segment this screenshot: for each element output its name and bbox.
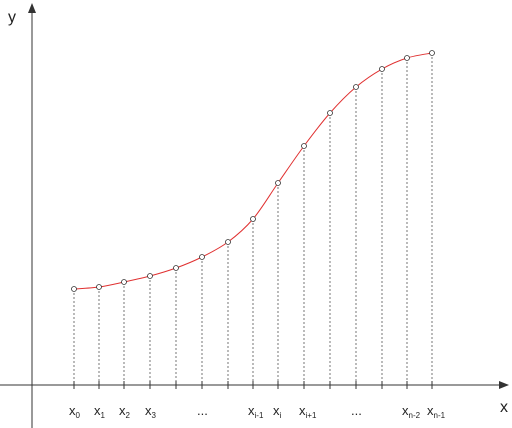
label-main: ... [197,403,208,418]
x-label: x3 [145,403,157,420]
label-sub: i-1 [255,411,264,420]
x-label: xi [273,403,282,420]
label-sub: 1 [101,411,106,420]
sample-point [327,110,333,116]
x-label: xi+1 [299,403,317,420]
sample-point [225,239,231,245]
label-sub: i [280,411,282,420]
sample-point [147,273,153,279]
x-label: x0 [69,403,81,420]
label-main: x [119,403,126,418]
label-main: x [145,403,152,418]
label-main: x [248,403,255,418]
sample-point [429,50,435,56]
sample-point [275,180,281,186]
x-label: ... [197,403,208,418]
label-sub: n-2 [409,411,421,420]
x-label: x1 [94,403,106,420]
label-sub: 0 [76,411,81,420]
sample-point [71,286,77,292]
label-main: x [69,403,76,418]
label-sub: n-1 [434,411,446,420]
sample-point [301,143,307,149]
curve [73,52,433,290]
sample-point [96,284,102,290]
y-axis-label: y [8,9,16,26]
plot: x0 x1 x2 x3... xi-1 xi xi+1... xn-2 xn-1 [69,50,446,420]
label-main: ... [351,403,362,418]
sample-point [379,66,385,72]
label-main: x [94,403,101,418]
sample-point [404,55,410,61]
sample-point [173,265,179,271]
label-sub: i+1 [306,411,317,420]
x-label: xn-2 [402,403,421,420]
sample-point [199,254,205,260]
sample-point [353,84,359,90]
label-main: x [427,403,434,418]
sample-point [250,216,256,222]
sample-point [121,279,127,285]
x-label: x2 [119,403,131,420]
x-axis-label: x [500,399,508,416]
label-main: x [402,403,409,418]
label-sub: 3 [152,411,157,420]
x-label: ... [351,403,362,418]
x-label: xi-1 [248,403,264,420]
label-sub: 2 [126,411,131,420]
x-label: xn-1 [427,403,446,420]
label-main: x [299,403,306,418]
label-main: x [273,403,280,418]
